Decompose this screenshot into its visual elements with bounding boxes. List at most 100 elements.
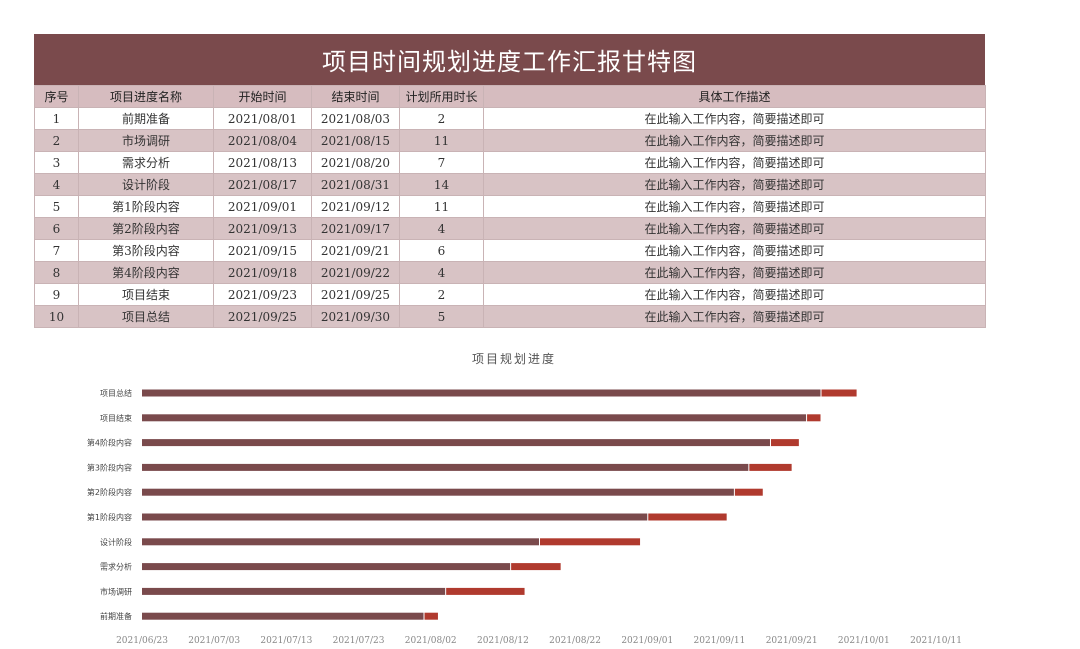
bar-offset bbox=[142, 587, 446, 595]
cell-start[interactable]: 2021/09/23 bbox=[213, 283, 312, 306]
table-row: 5 第1阶段内容 2021/09/01 2021/09/12 11 在此输入工作内容，简要… bbox=[34, 195, 986, 218]
cell-start[interactable]: 2021/08/13 bbox=[213, 151, 312, 174]
cell-description[interactable]: 在此输入工作内容，简要描述即可 bbox=[483, 283, 986, 306]
x-tick-label: 2021/07/23 bbox=[333, 636, 385, 646]
table-row: 9 项目结束 2021/09/23 2021/09/25 2 在此输入工作内容，简要描述即… bbox=[34, 283, 986, 306]
bar-offset bbox=[142, 612, 424, 620]
cell-index[interactable]: 10 bbox=[34, 305, 79, 328]
table-row: 4 设计阶段 2021/08/17 2021/08/31 14 在此输入工作内容，简要描述… bbox=[34, 173, 986, 196]
bar-duration bbox=[446, 587, 525, 595]
cell-description[interactable]: 在此输入工作内容，简要描述即可 bbox=[483, 151, 986, 174]
cell-name[interactable]: 需求分析 bbox=[78, 151, 214, 174]
cell-description[interactable]: 在此输入工作内容，简要描述即可 bbox=[483, 173, 986, 196]
cell-start[interactable]: 2021/09/01 bbox=[213, 195, 312, 218]
cell-duration[interactable]: 7 bbox=[399, 151, 484, 174]
bar-duration bbox=[511, 563, 561, 571]
cell-index[interactable]: 5 bbox=[34, 195, 79, 218]
category-label: 第3阶段内容 bbox=[87, 462, 132, 472]
cell-name[interactable]: 第1阶段内容 bbox=[78, 195, 214, 218]
cell-end[interactable]: 2021/09/30 bbox=[311, 305, 400, 328]
cell-start[interactable]: 2021/09/18 bbox=[213, 261, 312, 284]
bar-duration bbox=[734, 488, 763, 496]
cell-name[interactable]: 第3阶段内容 bbox=[78, 239, 214, 262]
bar-duration bbox=[540, 538, 641, 546]
cell-start[interactable]: 2021/08/01 bbox=[213, 107, 312, 130]
bar-duration bbox=[807, 414, 821, 422]
cell-description[interactable]: 在此输入工作内容，简要描述即可 bbox=[483, 107, 986, 130]
category-label: 第2阶段内容 bbox=[87, 487, 132, 497]
cell-description[interactable]: 在此输入工作内容，简要描述即可 bbox=[483, 217, 986, 240]
cell-end[interactable]: 2021/09/17 bbox=[311, 217, 400, 240]
category-label: 项目结束 bbox=[100, 413, 132, 423]
cell-end[interactable]: 2021/08/15 bbox=[311, 129, 400, 152]
cell-duration[interactable]: 4 bbox=[399, 261, 484, 284]
cell-end[interactable]: 2021/09/25 bbox=[311, 283, 400, 306]
cell-duration[interactable]: 11 bbox=[399, 195, 484, 218]
cell-index[interactable]: 9 bbox=[34, 283, 79, 306]
table-row: 1 前期准备 2021/08/01 2021/08/03 2 在此输入工作内容，简要描述即… bbox=[34, 107, 986, 130]
cell-index[interactable]: 7 bbox=[34, 239, 79, 262]
cell-index[interactable]: 3 bbox=[34, 151, 79, 174]
bar-duration bbox=[424, 612, 438, 620]
col-header-description: 具体工作描述 bbox=[483, 85, 986, 108]
cell-duration[interactable]: 4 bbox=[399, 217, 484, 240]
cell-end[interactable]: 2021/09/12 bbox=[311, 195, 400, 218]
sheet-title: 项目时间规划进度工作汇报甘特图 bbox=[34, 34, 985, 85]
cell-name[interactable]: 市场调研 bbox=[78, 129, 214, 152]
cell-duration[interactable]: 5 bbox=[399, 305, 484, 328]
cell-duration[interactable]: 6 bbox=[399, 239, 484, 262]
cell-index[interactable]: 6 bbox=[34, 217, 79, 240]
cell-index[interactable]: 4 bbox=[34, 173, 79, 196]
cell-duration[interactable]: 11 bbox=[399, 129, 484, 152]
x-tick-label: 2021/08/12 bbox=[477, 636, 529, 646]
cell-start[interactable]: 2021/09/15 bbox=[213, 239, 312, 262]
cell-start[interactable]: 2021/08/04 bbox=[213, 129, 312, 152]
category-label: 需求分析 bbox=[100, 562, 132, 572]
bar-duration bbox=[648, 513, 727, 521]
cell-name[interactable]: 第2阶段内容 bbox=[78, 217, 214, 240]
bar-duration bbox=[770, 439, 799, 447]
cell-start[interactable]: 2021/08/17 bbox=[213, 173, 312, 196]
cell-end[interactable]: 2021/09/22 bbox=[311, 261, 400, 284]
table-row: 10 项目总结 2021/09/25 2021/09/30 5 在此输入工作内容，简要描述… bbox=[34, 305, 986, 328]
cell-end[interactable]: 2021/08/31 bbox=[311, 173, 400, 196]
col-header-duration: 计划所用时长 bbox=[399, 85, 484, 108]
category-label: 设计阶段 bbox=[100, 537, 132, 547]
cell-description[interactable]: 在此输入工作内容，简要描述即可 bbox=[483, 305, 986, 328]
cell-name[interactable]: 前期准备 bbox=[78, 107, 214, 130]
cell-end[interactable]: 2021/08/03 bbox=[311, 107, 400, 130]
schedule-table: 序号 项目进度名称 开始时间 结束时间 计划所用时长 具体工作描述 1 前期准备 2… bbox=[34, 85, 986, 328]
cell-start[interactable]: 2021/09/13 bbox=[213, 217, 312, 240]
cell-duration[interactable]: 14 bbox=[399, 173, 484, 196]
category-label: 市场调研 bbox=[100, 586, 132, 596]
col-header-start: 开始时间 bbox=[213, 85, 312, 108]
cell-name[interactable]: 设计阶段 bbox=[78, 173, 214, 196]
x-tick-label: 2021/08/02 bbox=[405, 636, 457, 646]
cell-description[interactable]: 在此输入工作内容，简要描述即可 bbox=[483, 129, 986, 152]
schedule-sheet: 项目时间规划进度工作汇报甘特图 序号 项目进度名称 开始时间 结束时间 计划所用… bbox=[34, 34, 986, 328]
cell-name[interactable]: 项目总结 bbox=[78, 305, 214, 328]
cell-index[interactable]: 8 bbox=[34, 261, 79, 284]
cell-start[interactable]: 2021/09/25 bbox=[213, 305, 312, 328]
x-tick-label: 2021/09/21 bbox=[766, 636, 818, 646]
bar-offset bbox=[142, 538, 539, 546]
category-label: 前期准备 bbox=[100, 611, 132, 621]
table-row: 3 需求分析 2021/08/13 2021/08/20 7 在此输入工作内容，简要描述即… bbox=[34, 151, 986, 174]
bar-offset bbox=[142, 463, 749, 471]
chart-bars bbox=[142, 389, 857, 620]
table-row: 7 第3阶段内容 2021/09/15 2021/09/21 6 在此输入工作内容，简要描… bbox=[34, 239, 986, 262]
cell-end[interactable]: 2021/08/20 bbox=[311, 151, 400, 174]
cell-duration[interactable]: 2 bbox=[399, 283, 484, 306]
cell-description[interactable]: 在此输入工作内容，简要描述即可 bbox=[483, 261, 986, 284]
cell-index[interactable]: 2 bbox=[34, 129, 79, 152]
cell-index[interactable]: 1 bbox=[34, 107, 79, 130]
bar-duration bbox=[749, 463, 792, 471]
cell-name[interactable]: 第4阶段内容 bbox=[78, 261, 214, 284]
cell-duration[interactable]: 2 bbox=[399, 107, 484, 130]
cell-description[interactable]: 在此输入工作内容，简要描述即可 bbox=[483, 195, 986, 218]
cell-name[interactable]: 项目结束 bbox=[78, 283, 214, 306]
category-label: 项目总结 bbox=[100, 388, 132, 398]
chart-category-labels: 项目总结项目结束第4阶段内容第3阶段内容第2阶段内容第1阶段内容设计阶段需求分析… bbox=[87, 388, 132, 621]
cell-description[interactable]: 在此输入工作内容，简要描述即可 bbox=[483, 239, 986, 262]
cell-end[interactable]: 2021/09/21 bbox=[311, 239, 400, 262]
